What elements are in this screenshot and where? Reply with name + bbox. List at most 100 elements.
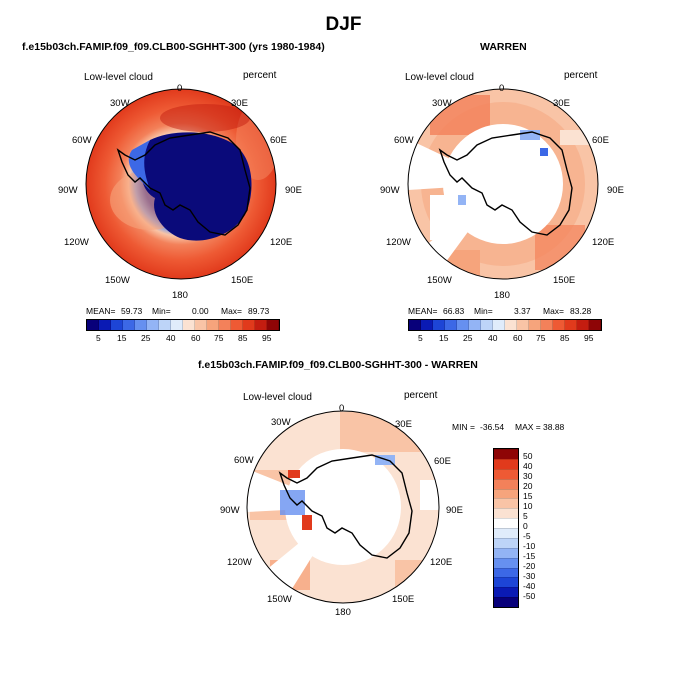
colorbar-swatch bbox=[494, 518, 518, 528]
colorbar-swatch bbox=[159, 320, 171, 330]
lon-label: 120W bbox=[64, 237, 89, 248]
panel-model-max-label: Max= bbox=[221, 306, 243, 316]
panel-difference-title: f.e15b03ch.FAMIP.f09_f09.CLB00-SGHHT-300… bbox=[198, 359, 478, 371]
panel-model-variable-label: Low-level cloud bbox=[84, 72, 153, 83]
colorbar-swatch bbox=[267, 320, 279, 330]
colorbar-swatch bbox=[421, 320, 433, 330]
colorbar-label: -50 bbox=[523, 591, 536, 601]
lon-label: 60E bbox=[592, 135, 609, 146]
lon-label: 120E bbox=[430, 557, 453, 568]
colorbar-swatch bbox=[445, 320, 457, 330]
colorbar-label: 5 bbox=[418, 333, 423, 343]
colorbar-label: 95 bbox=[262, 333, 272, 343]
colorbar-label: 75 bbox=[214, 333, 224, 343]
colorbar-swatch bbox=[565, 320, 577, 330]
lon-label: 120W bbox=[386, 237, 411, 248]
colorbar-swatch bbox=[255, 320, 267, 330]
colorbar-label: 40 bbox=[488, 333, 498, 343]
panel-model-mean-label: MEAN= bbox=[86, 306, 116, 316]
colorbar-swatch bbox=[494, 587, 518, 598]
colorbar-label: 10 bbox=[523, 501, 533, 511]
colorbar-swatch bbox=[87, 320, 99, 330]
colorbar-swatch bbox=[494, 498, 518, 509]
panel-warren-min-value: 3.37 bbox=[514, 306, 531, 316]
lon-label: 0 bbox=[177, 83, 183, 94]
colorbar-label: 75 bbox=[536, 333, 546, 343]
colorbar-label: 5 bbox=[96, 333, 101, 343]
panel-model-title: f.e15b03ch.FAMIP.f09_f09.CLB00-SGHHT-300… bbox=[22, 41, 325, 53]
lon-label: 90W bbox=[58, 185, 78, 196]
colorbar-label: -5 bbox=[523, 531, 531, 541]
panel-model-min-label: Min= bbox=[152, 306, 171, 316]
colorbar-swatch bbox=[517, 320, 529, 330]
panel-difference-colorbar bbox=[493, 448, 519, 608]
lon-label: 30W bbox=[271, 417, 291, 428]
lon-label: 30W bbox=[110, 98, 130, 109]
lon-label: 90E bbox=[446, 505, 463, 516]
map-panel-model bbox=[85, 88, 277, 280]
colorbar-label: -20 bbox=[523, 561, 536, 571]
colorbar-swatch bbox=[481, 320, 493, 330]
colorbar-swatch bbox=[123, 320, 135, 330]
colorbar-swatch bbox=[541, 320, 553, 330]
lon-label: 150W bbox=[105, 275, 130, 286]
colorbar-label: -10 bbox=[523, 541, 536, 551]
lon-label: 90W bbox=[220, 505, 240, 516]
panel-difference-min-label: MIN = bbox=[452, 422, 475, 432]
lon-label: 180 bbox=[335, 607, 351, 618]
colorbar-swatch bbox=[529, 320, 541, 330]
colorbar-swatch bbox=[433, 320, 445, 330]
colorbar-swatch bbox=[494, 557, 518, 568]
colorbar-label: 85 bbox=[238, 333, 248, 343]
lon-label: 90W bbox=[380, 185, 400, 196]
colorbar-swatch bbox=[183, 320, 195, 330]
colorbar-label: 5 bbox=[523, 511, 528, 521]
colorbar-label: -15 bbox=[523, 551, 536, 561]
colorbar-swatch bbox=[505, 320, 517, 330]
colorbar-label: -30 bbox=[523, 571, 536, 581]
lon-label: 60W bbox=[234, 455, 254, 466]
panel-warren-max-value: 83.28 bbox=[570, 306, 592, 316]
panel-difference-min-value: -36.54 bbox=[480, 422, 505, 432]
lon-label: 180 bbox=[172, 290, 188, 301]
colorbar-swatch bbox=[494, 567, 518, 578]
colorbar-label: 15 bbox=[117, 333, 127, 343]
panel-warren-title: WARREN bbox=[480, 41, 527, 53]
colorbar-swatch bbox=[171, 320, 183, 330]
panel-model-min-value: 0.00 bbox=[192, 306, 209, 316]
panel-warren-max-label: Max= bbox=[543, 306, 565, 316]
lon-label: 150E bbox=[392, 594, 415, 605]
colorbar-swatch bbox=[243, 320, 255, 330]
lon-label: 30E bbox=[395, 419, 412, 430]
lon-label: 90E bbox=[607, 185, 624, 196]
panel-difference-units-label: percent bbox=[404, 390, 438, 401]
colorbar-swatch bbox=[469, 320, 481, 330]
colorbar-swatch bbox=[111, 320, 123, 330]
colorbar-swatch bbox=[589, 320, 601, 330]
colorbar-swatch bbox=[409, 320, 421, 330]
lon-label: 150E bbox=[553, 275, 576, 286]
colorbar-label: 0 bbox=[523, 521, 528, 531]
colorbar-label: 85 bbox=[560, 333, 570, 343]
lon-label: 30E bbox=[231, 98, 248, 109]
colorbar-label: 60 bbox=[513, 333, 523, 343]
panel-model-mean-value: 59.73 bbox=[121, 306, 143, 316]
lon-label: 180 bbox=[494, 290, 510, 301]
panel-warren-variable-label: Low-level cloud bbox=[405, 72, 474, 83]
lon-label: 150E bbox=[231, 275, 254, 286]
lon-label: 60W bbox=[394, 135, 414, 146]
colorbar-swatch bbox=[494, 468, 518, 479]
colorbar-swatch bbox=[553, 320, 565, 330]
panel-model-units-label: percent bbox=[243, 70, 277, 81]
colorbar-swatch bbox=[494, 577, 518, 588]
panel-model-colorbar bbox=[86, 319, 280, 331]
lon-label: 90E bbox=[285, 185, 302, 196]
colorbar-swatch bbox=[99, 320, 111, 330]
panel-warren-mean-value: 66.83 bbox=[443, 306, 465, 316]
lon-label: 30E bbox=[553, 98, 570, 109]
panel-warren-min-label: Min= bbox=[474, 306, 493, 316]
lon-label: 150W bbox=[427, 275, 452, 286]
panel-warren-colorbar bbox=[408, 319, 602, 331]
panel-difference-max-label: MAX = bbox=[515, 422, 541, 432]
